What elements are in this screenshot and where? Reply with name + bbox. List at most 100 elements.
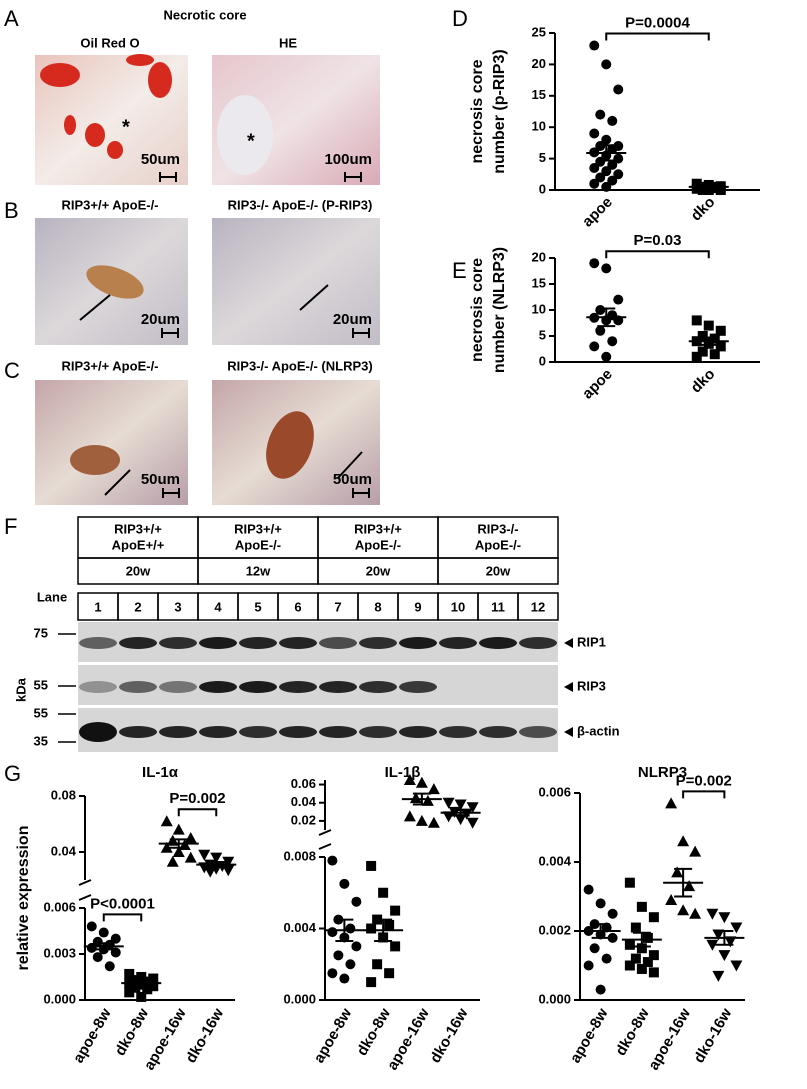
data-point [607,932,618,943]
ladder-label: 55 [34,677,48,692]
group-label: RIP3+/+ [234,521,282,536]
p-value: P=0.0004 [625,15,690,32]
image-caption: RIP3-/- ApoE-/- (P-RIP3) [228,197,373,212]
y-tick-label: 0.06 [291,776,316,791]
band [239,726,277,738]
data-point [339,973,350,984]
lane-number: 5 [254,599,261,614]
band [359,637,397,649]
data-point [86,942,97,953]
x-tick-label: dko-8w [112,1005,153,1059]
micrograph [212,218,380,345]
chart-title: IL-1β [385,764,421,781]
dot-plot: 0.0000.0040.0080.020.040.06IL-1βapoe-8wd… [283,764,481,1073]
data-point [595,109,606,120]
data-point [222,856,235,868]
data-point [601,134,612,145]
data-point [613,294,624,305]
group-label: RIP3-/- [477,521,518,536]
y-tick-label: 0.04 [291,794,317,809]
image-caption: RIP3+/+ ApoE-/- [61,197,158,212]
data-point [715,325,726,336]
data-point [124,987,135,998]
image-caption: HE [279,35,297,50]
band-arrow [564,727,573,737]
data-point [142,984,153,995]
significance-bracket [682,790,726,799]
x-tick-label: apoe-8w [567,1005,612,1066]
band [279,637,317,649]
data-point [372,959,383,970]
chart-title: NLRP3 [638,764,687,781]
data-point [166,855,179,867]
group-label: ApoE+/+ [112,537,165,552]
y-tick-label: 0.003 [43,945,76,960]
band [239,637,277,649]
x-tick-label: dko-16w [691,1005,736,1066]
error-bar [451,809,470,817]
lane-number: 9 [414,599,421,614]
error-bar [207,861,226,868]
data-point [607,908,618,919]
data-point [172,846,185,857]
core [217,95,273,175]
data-point [613,153,624,164]
band [79,722,117,742]
data-point [198,849,211,861]
data-point [583,884,594,895]
lane-number: 12 [531,599,545,614]
data-point [601,263,612,274]
significance-bracket [605,32,710,41]
data-point [327,855,338,866]
data-point [607,144,618,155]
data-point [466,817,479,829]
dot-plot: 0 5 10 15 20 25 necrosis core number (p-RIP3) Da… [452,6,760,231]
scale-label: 50um [333,471,372,488]
x-tick-label: apoe [579,194,616,231]
band [399,726,437,738]
data-point [589,341,600,352]
band-arrow [564,682,573,692]
x-tick-label: apoe-16w [645,1005,694,1073]
error-bar [699,336,718,346]
data-point [384,919,395,930]
scale-label: 100um [324,151,372,168]
data-point [327,927,338,938]
error-bar [94,942,113,951]
ladder-label: 55 [34,705,48,720]
panel-label: B [4,198,19,223]
data-point [421,794,434,806]
data-point [589,258,600,269]
data-point [724,936,737,948]
data-point [665,797,678,809]
image-caption: RIP3-/- ApoE-/- (NLRP3) [227,358,372,373]
table-cell [437,557,559,585]
y-tick-label: 25 [532,24,546,39]
error-bar [374,918,393,943]
panel-label: E [452,258,467,283]
stain [266,411,314,479]
data-point [601,166,612,177]
arrow [104,451,363,496]
data-point [160,815,173,827]
data-point [712,929,725,941]
data-point [366,923,377,934]
data-point [110,933,121,944]
error-bar [597,307,616,328]
data-point [390,905,401,916]
data-point [460,808,473,820]
data-point [613,169,624,180]
y-tick-label: 0.000 [538,991,571,1006]
scale-label: 20um [333,311,372,328]
data-point [718,912,731,924]
data-point [671,866,684,878]
band [399,681,437,693]
y-tick-label: 0.004 [283,920,316,935]
lane-number: 3 [174,599,181,614]
data-point [715,341,726,352]
core-mark: * [247,130,255,152]
y-tick-label: 15 [532,87,546,102]
x-tick-label: apoe [579,366,616,403]
lane-number: 7 [334,599,341,614]
